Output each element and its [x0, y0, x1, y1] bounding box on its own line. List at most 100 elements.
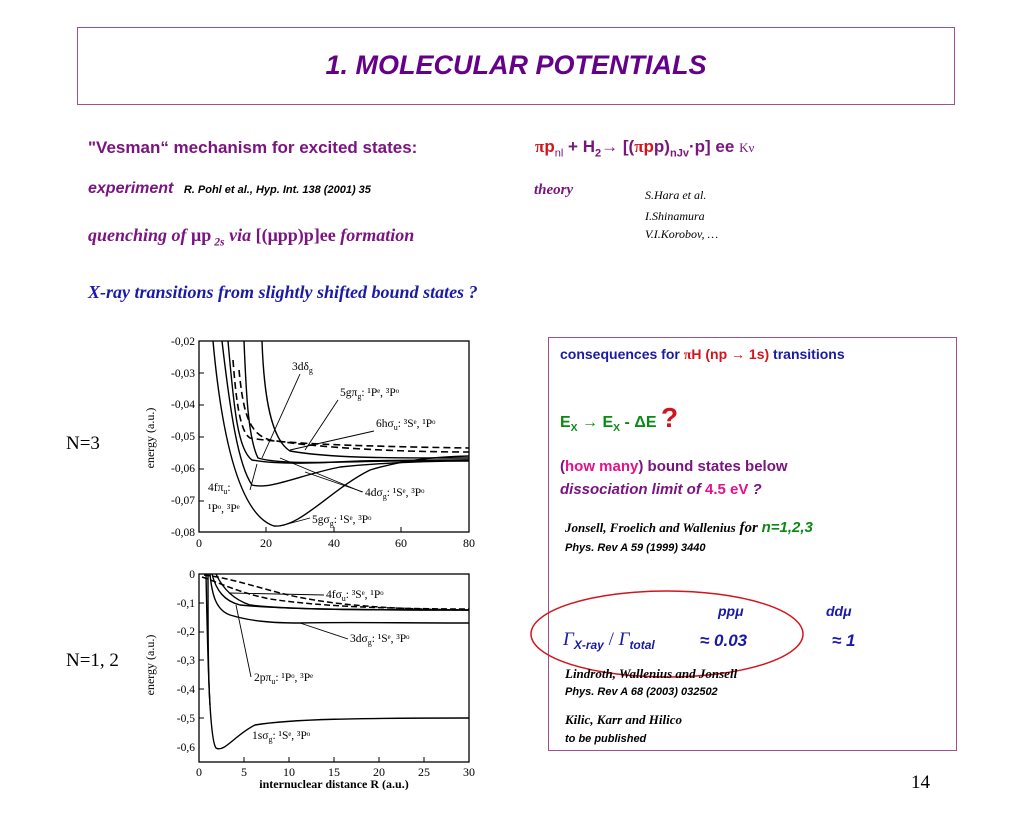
- consequences-h: H (np → 1s): [691, 346, 770, 362]
- ex-arrow: → E: [577, 414, 614, 431]
- vesman-label: "Vesman“ mechanism for excited states:: [88, 138, 418, 157]
- quenching-mu: μ: [191, 225, 202, 245]
- theory-author-3: V.I.Korobov, …: [645, 227, 719, 241]
- xtick-bottom-4: 15: [328, 765, 340, 779]
- dissoc-line: dissociation limit of 4.5 eV ?: [560, 481, 762, 498]
- reaction-pi: π: [535, 137, 545, 156]
- ytick-top-1: -0,02: [171, 336, 195, 348]
- dissoc: dissociation limit of: [560, 481, 706, 498]
- reaction-p-sub: nl: [554, 147, 564, 160]
- quenching-line: quenching of μp 2s via [(μpp)p]ee format…: [88, 225, 414, 249]
- xray-line: X-ray transitions from slightly shifted …: [88, 282, 478, 302]
- value-ppmu: ≈ 0.03: [700, 631, 748, 650]
- reaction-arrow: → [(: [601, 137, 635, 156]
- ref1-for: for: [735, 520, 762, 536]
- reaction-sub2: nJv: [669, 147, 689, 160]
- ytick-bottom-5: -0,4: [177, 684, 195, 696]
- quenching-bracket: [(μpp)p]ee: [255, 225, 336, 245]
- annot-6h-sigma: 6hσu: ³Sᵉ, ¹Pᵒ: [376, 418, 436, 432]
- plot-bottom-dashed: [201, 574, 470, 611]
- curve-bottom-dashed-1: [203, 574, 470, 611]
- quenching-p: p: [201, 225, 212, 245]
- reaction-tail: ·p] ee: [689, 137, 735, 156]
- plot-top-label: N=3: [66, 433, 100, 454]
- dissoc-q: ?: [748, 481, 762, 498]
- plot-bottom-annotations: 4fσu: ³Sᵉ, ¹Pᵒ 3dσg: ¹Sᵉ, ³Pᵒ 2pπu: ¹Pᵒ,…: [252, 589, 410, 744]
- page-number: 14: [911, 772, 930, 793]
- curve-3d-sigma: [209, 573, 470, 624]
- ytick-bottom-4: -0,3: [177, 655, 195, 667]
- xtick-bottom-7: 30: [463, 765, 475, 779]
- annot-3d-sigma: 3dσg: ¹Sᵉ, ³Pᵒ: [350, 633, 410, 647]
- gamma-slash: /: [603, 629, 619, 650]
- quenching-post: formation: [335, 225, 415, 245]
- gamma-a: Γ: [563, 629, 574, 650]
- consequences-box: [548, 337, 957, 751]
- how-open: (: [560, 458, 565, 475]
- ref1-n: n=1,2,3: [761, 519, 813, 536]
- annot-5g-sigma: 5gσg: ¹Sᵉ, ³Pᵒ: [312, 514, 372, 528]
- xtick-bottom-5: 20: [373, 765, 385, 779]
- ytick-top-7: -0,08: [171, 527, 195, 539]
- col-ddmu: ddμ: [826, 603, 852, 619]
- curve-dashed-1: [232, 359, 470, 449]
- annot-2p-pi: 2pπu: ¹Pᵒ, ³Pᵉ: [254, 672, 313, 686]
- annot-5g-pi: 5gπg: ¹Pᵉ, ³Pᵒ: [340, 387, 400, 401]
- experiment-line: experiment R. Pohl et al., Hyp. Int. 138…: [88, 180, 371, 198]
- annot-4d-sigma: 4dσg: ¹Sᵉ, ³Pᵒ: [365, 487, 425, 501]
- ref2-journal: Phys. Rev A 68 (2003) 032502: [565, 686, 718, 698]
- gamma-sub-b: total: [629, 638, 655, 653]
- curve-2p-pi-steep: [207, 573, 211, 706]
- ytick-bottom-2: -0,1: [177, 598, 195, 610]
- curve-4d-sigma: [221, 340, 470, 487]
- curve-6h-sigma: [261, 340, 470, 459]
- curve-dashed-2: [238, 369, 470, 453]
- plot-bottom-ylabel: energy (a.u.): [143, 635, 157, 696]
- plot-top-ylabel: energy (a.u.): [143, 408, 157, 469]
- annot-1s-sigma: 1sσg: ¹Sᵉ, ³Pᵒ: [252, 730, 311, 744]
- gamma-ratio: ΓX-ray / Γtotal: [563, 629, 655, 652]
- theory-author-1: S.Hara et al.: [645, 188, 707, 202]
- plot-bottom-ticks: [199, 602, 425, 762]
- consequences-pi: π: [683, 348, 692, 363]
- slide-title: 1. MOLECULAR POTENTIALS: [325, 50, 707, 80]
- plot-top-dashed: [232, 359, 470, 453]
- ref3-authors: Kilic, Karr and Hilico: [565, 712, 683, 727]
- consequences-pre: consequences for: [560, 346, 684, 362]
- xtick-top-5: 80: [463, 536, 475, 550]
- ytick-top-5: -0,06: [171, 463, 195, 475]
- gamma-sub-a: X-ray: [573, 638, 604, 653]
- bound-states: bound states below: [647, 458, 788, 475]
- ref1-journal: Phys. Rev A 59 (1999) 3440: [565, 542, 706, 554]
- curve-3d-delta: [243, 340, 470, 464]
- how-close: ): [638, 458, 648, 475]
- ex-sub-b: X: [613, 423, 621, 435]
- quenching-sub: 2s: [211, 235, 225, 249]
- ytick-top-6: -0,07: [171, 495, 195, 507]
- ytick-top-3: -0,04: [171, 399, 195, 411]
- plot-bottom: energy (a.u.) 0 -0,1 -0,2 -0,3 -0,4 -0,5…: [143, 569, 475, 790]
- ytick-top-2: -0,03: [171, 368, 195, 380]
- plot-bottom-frame: [198, 573, 470, 763]
- reaction-h-sub: 2: [594, 147, 602, 160]
- ex-minus: - ΔE: [620, 414, 657, 431]
- annot-4f-pi-line2: ¹Pᵒ, ³Pᵉ: [208, 503, 240, 515]
- ytick-bottom-1: 0: [189, 569, 195, 581]
- curve-4f-sigma: [215, 573, 470, 611]
- xtick-top-2: 20: [260, 536, 272, 550]
- ex-sub-a: X: [570, 423, 578, 435]
- plot-bottom-arrows: [229, 592, 349, 678]
- dissoc-energy: 4.5 eV: [705, 481, 749, 498]
- ref1-line: Jonsell, Froelich and Wallenius for n=1,…: [565, 519, 813, 537]
- annot-3d-delta: 3dδg: [292, 361, 313, 375]
- experiment-label: experiment: [88, 180, 174, 197]
- consequences-heading: consequences for πH (np → 1s) transition…: [560, 346, 845, 364]
- plot-top-annotations: 3dδg 5gπg: ¹Pᵉ, ³Pᵒ 6hσu: ³Sᵉ, ¹Pᵒ 4fπu:…: [208, 361, 436, 528]
- reaction-pi2: π: [634, 137, 644, 156]
- annot-4f-sigma: 4fσu: ³Sᵉ, ¹Pᵒ: [326, 589, 384, 603]
- quenching-pre: quenching of: [88, 225, 192, 245]
- gamma-b: Γ: [618, 629, 630, 650]
- how-many-line: (how many) bound states below: [560, 458, 788, 475]
- theory-label: theory: [534, 182, 574, 198]
- ex-question: ?: [660, 402, 679, 433]
